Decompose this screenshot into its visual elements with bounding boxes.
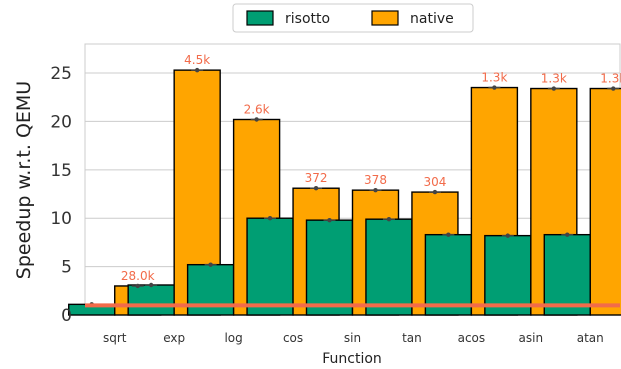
y-tick-labels: 0 5 10 15 20 25 [50,64,72,326]
error-dot-native [492,85,497,90]
y-tick-label: 0 [61,306,72,326]
error-dot-native [373,187,378,193]
bar-annotation: 28.0k [121,269,155,283]
bar-risotto [484,234,532,316]
legend-label-risotto: risotto [285,11,330,27]
bar-annotation: 1.3k [481,71,507,85]
legend-label-native: native [410,11,454,27]
error-dot-native [611,86,616,91]
y-axis-label: Speedup w.r.t. QEMU [13,81,35,279]
error-dot-risotto [446,232,451,237]
error-dot-risotto [505,233,511,238]
bar-annotation: 372 [305,171,328,185]
error-dot-native [194,67,200,73]
y-tick-label: 25 [50,64,72,84]
x-tick-label: sqrt [103,331,127,345]
x-tick-label: exp [163,331,185,345]
error-dot-native [313,186,319,191]
x-tick-labels: sqrt exp log cos sin tan acos asin atan [103,331,604,345]
error-dot-risotto [565,232,570,237]
x-axis-label: Function [322,351,382,367]
legend-box [232,3,474,33]
error-bars-group [85,67,620,307]
bar-risotto [246,217,294,316]
bar-risotto [365,218,413,316]
x-tick-label: atan [577,331,604,345]
y-tick-label: 20 [50,112,72,132]
bar-native [589,87,621,316]
x-tick-label: tan [402,331,422,345]
bars-group [68,69,621,316]
bar-annotation: 1.3k [600,72,621,86]
y-tick-label: 5 [61,258,72,278]
error-dot-native [432,189,438,195]
x-tick-label: log [224,331,242,345]
error-dot-risotto [327,217,332,223]
bar-risotto [543,233,591,316]
legend-swatch-native [371,10,399,26]
annotations-group: 28.0k 4.5k 2.6k 372 378 304 1.3k 1.3k 1.3k [121,53,621,283]
legend-swatch-risotto [246,10,274,26]
bar-risotto [424,233,473,316]
bar-risotto [305,219,354,316]
x-tick-label: acos [458,331,486,345]
bar-annotation: 2.6k [244,102,270,116]
bar-annotation: 1.3k [541,72,567,86]
error-dot-native [254,117,259,122]
error-dot-risotto [148,282,154,288]
error-dot-native [551,86,557,91]
error-dot-risotto [267,216,273,221]
error-dot-risotto [208,262,213,267]
y-tick-label: 15 [50,161,72,181]
bar-annotation: 378 [364,173,387,187]
legend: risotto native [232,3,474,33]
error-dot-risotto [386,216,392,222]
bar-risotto [186,263,235,316]
x-tick-label: sin [344,331,361,345]
y-tick-label: 10 [50,209,72,229]
x-tick-label: cos [283,331,303,345]
error-dot-native [135,283,140,289]
x-tick-label: asin [519,331,544,345]
bar-risotto [127,284,175,316]
bar-annotation: 4.5k [184,53,210,67]
bar-annotation: 304 [423,175,446,189]
